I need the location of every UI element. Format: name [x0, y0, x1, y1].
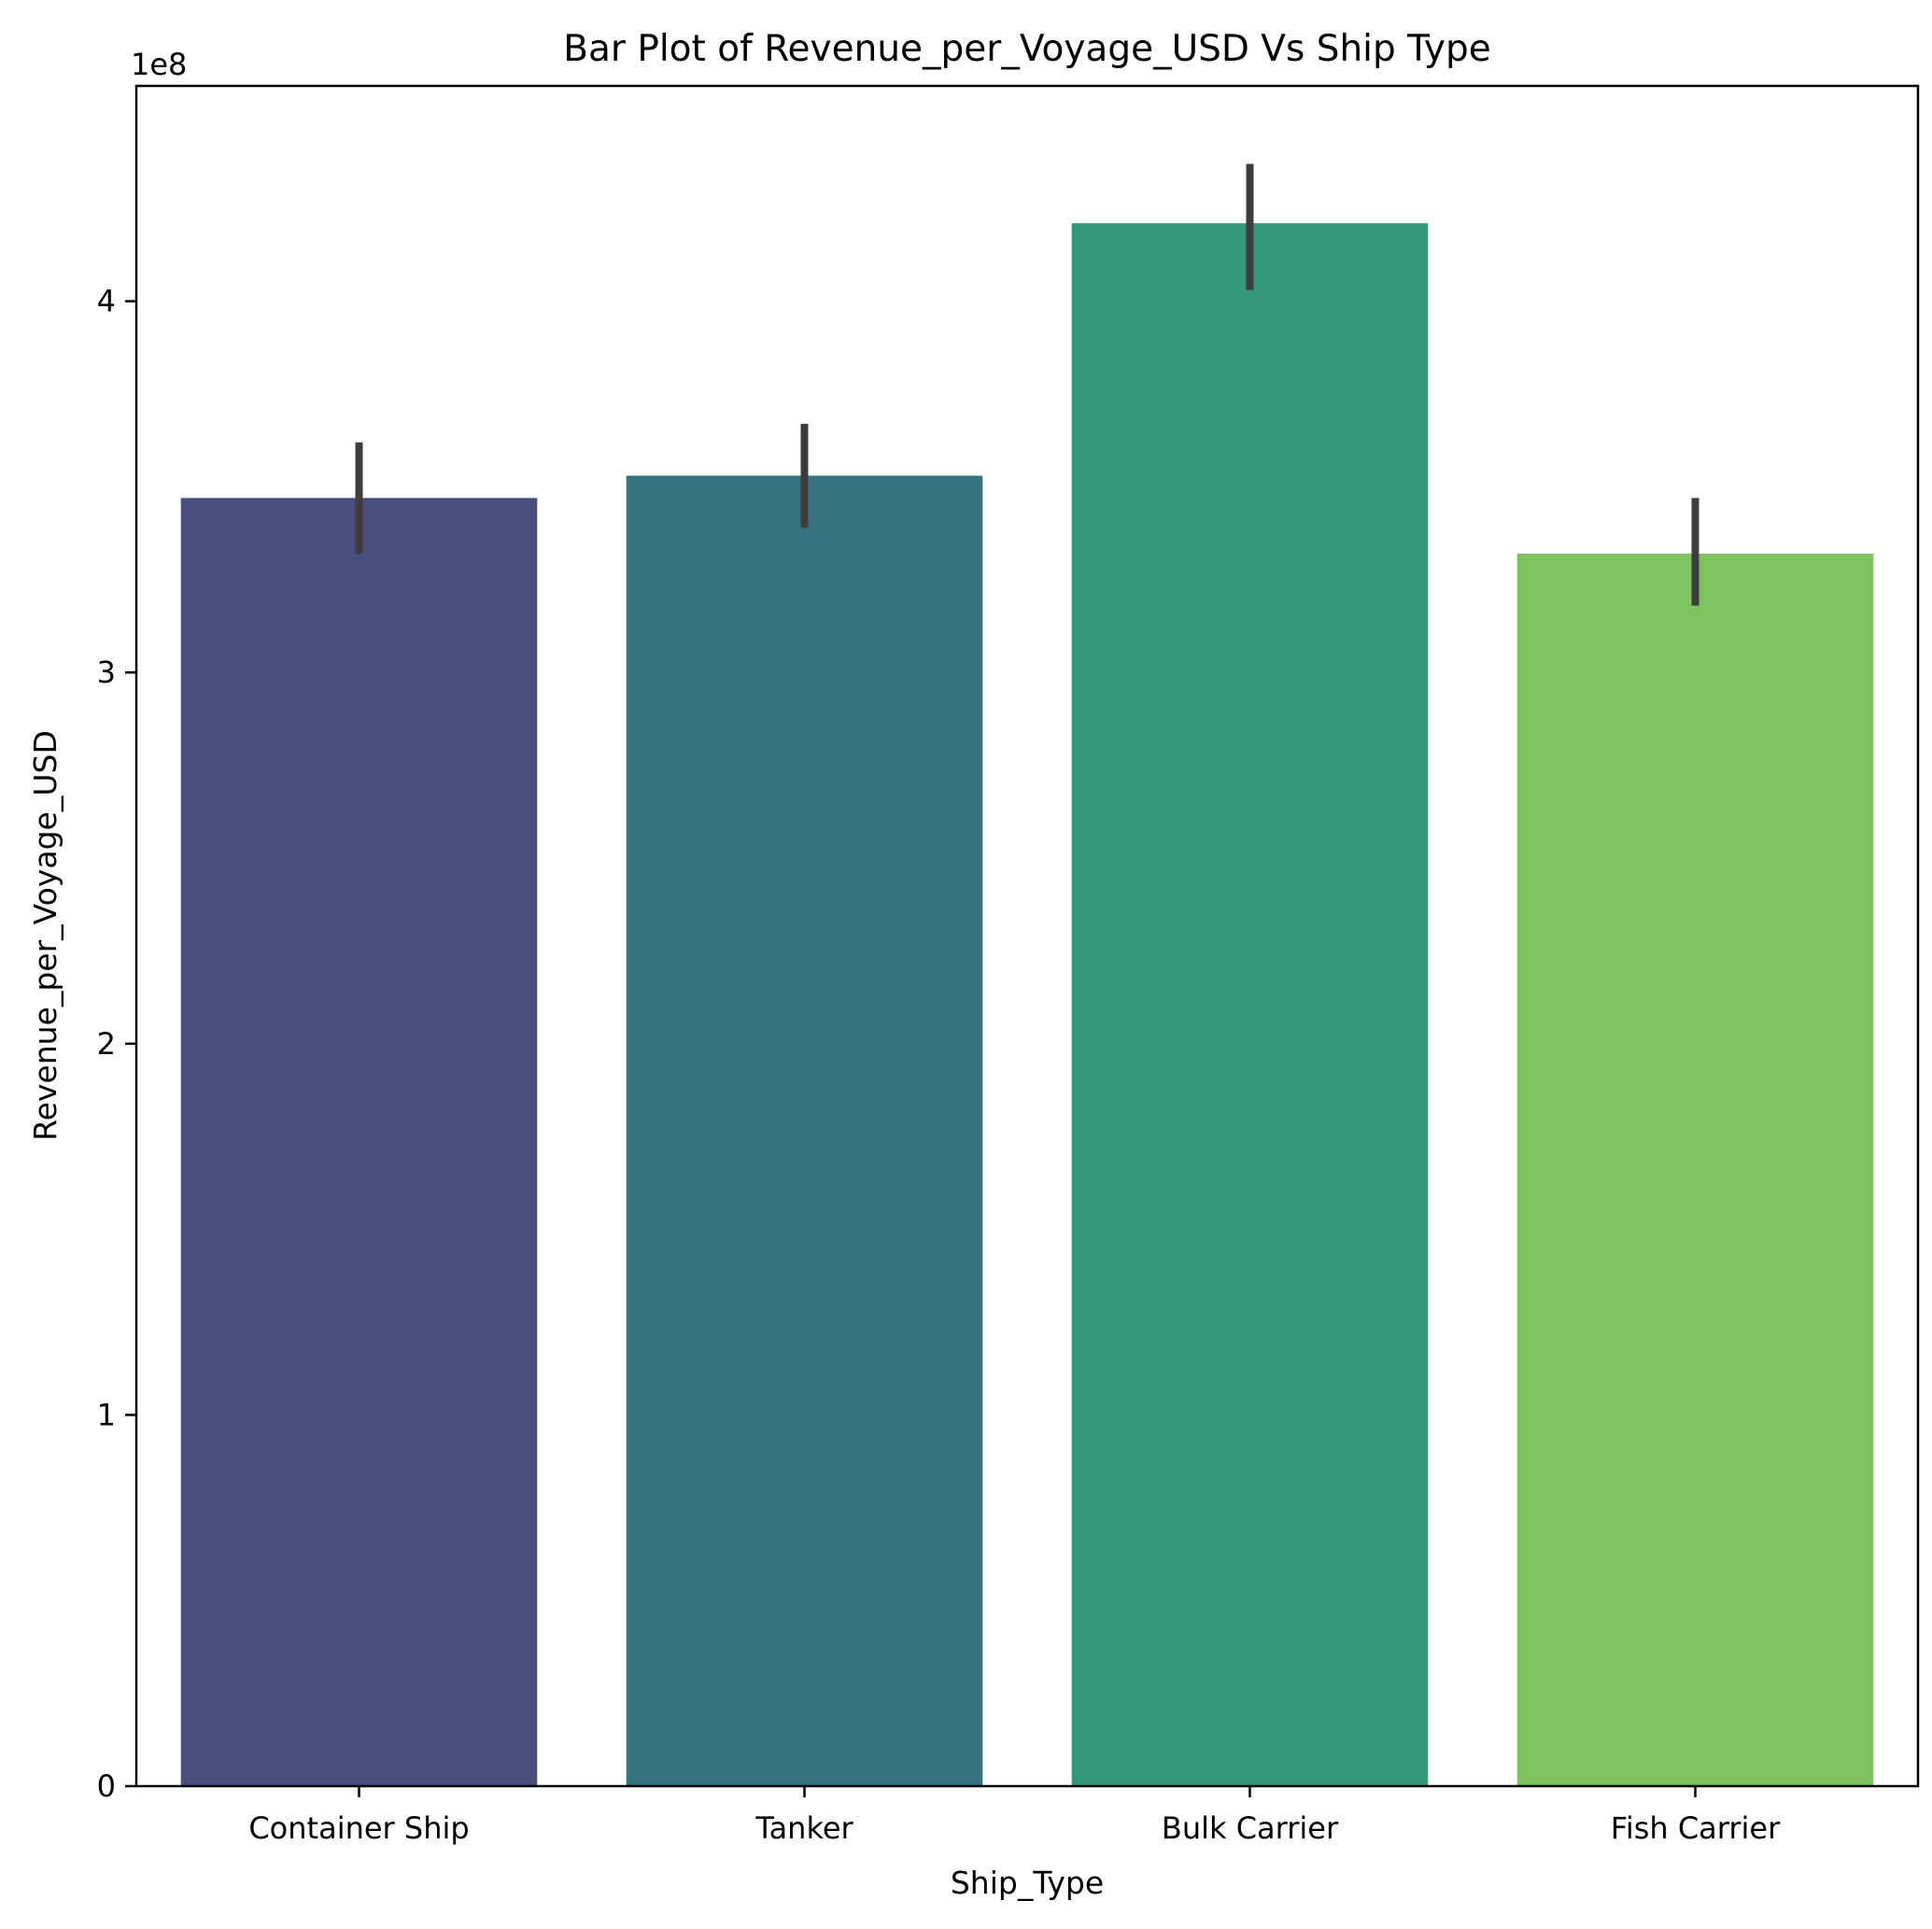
y-tick-label: 4 — [97, 284, 116, 319]
x-axis-label: Ship_Type — [951, 1865, 1104, 1901]
plot-frame — [134, 84, 1920, 1788]
x-tick-label: Tanker — [754, 1810, 853, 1846]
x-tick-label: Fish Carrier — [1611, 1810, 1781, 1846]
y-axis-label: Revenue_per_Voyage_USD — [27, 730, 63, 1141]
y-axis: 0 1 2 3 4 — [97, 284, 136, 1804]
bar-tanker — [626, 475, 983, 1787]
bar-bulk-carrier — [1071, 223, 1429, 1787]
bar-container-ship — [180, 498, 538, 1787]
y-offset-label: 1e8 — [131, 47, 187, 82]
x-tick-label: Container Ship — [248, 1810, 469, 1846]
bar-fish-carrier — [1516, 553, 1874, 1786]
y-tick-label: 2 — [97, 1026, 116, 1062]
y-tick-label: 3 — [97, 655, 116, 690]
error-bars-group — [355, 163, 1699, 606]
chart-title: Bar Plot of Revenue_per_Voyage_USD Vs Sh… — [563, 28, 1491, 70]
y-tick-label: 0 — [97, 1768, 116, 1804]
bars-group — [180, 223, 1874, 1787]
x-tick-label: Bulk Carrier — [1162, 1810, 1339, 1846]
x-axis: Container Ship Tanker Bulk Carrier Fish Car… — [248, 1786, 1781, 1846]
y-tick-label: 1 — [97, 1397, 116, 1432]
